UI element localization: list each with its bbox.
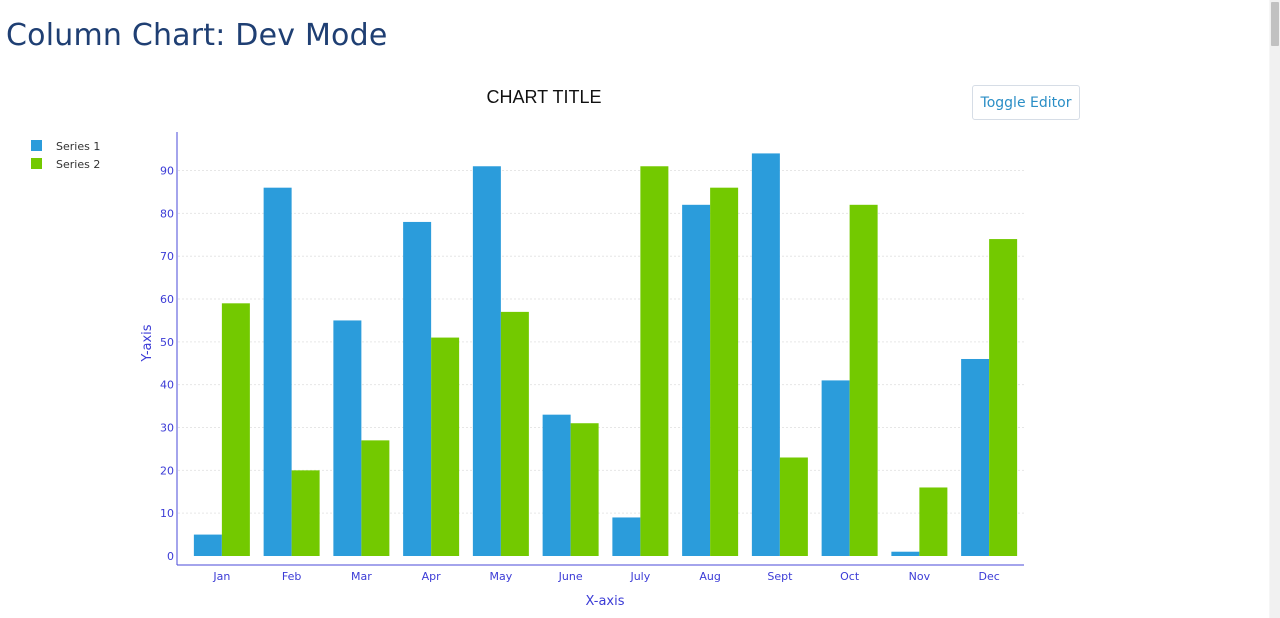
x-tick-label: July xyxy=(629,570,650,583)
y-tick-label: 90 xyxy=(160,165,174,178)
y-tick-label: 80 xyxy=(160,207,174,220)
x-tick-label: Aug xyxy=(699,570,720,583)
legend-label-series-1: Series 1 xyxy=(56,140,100,153)
bar-series-2-june[interactable] xyxy=(570,423,599,556)
bar-series-1-oct[interactable] xyxy=(821,380,850,556)
bar-series-1-aug[interactable] xyxy=(682,204,711,556)
grid-lines xyxy=(178,170,1024,514)
bar-series-2-aug[interactable] xyxy=(710,187,739,557)
x-tick-label: June xyxy=(558,570,583,583)
bar-series-1-feb[interactable] xyxy=(263,187,292,557)
legend-label-series-2: Series 2 xyxy=(56,158,100,171)
legend-item-series-1[interactable]: Series 1 xyxy=(31,140,100,153)
bar-series-2-apr[interactable] xyxy=(431,337,460,556)
x-tick-label: Dec xyxy=(978,570,999,583)
y-tick-label: 60 xyxy=(160,293,174,306)
legend-item-series-2[interactable]: Series 2 xyxy=(31,158,100,171)
toggle-editor-button[interactable]: Toggle Editor xyxy=(972,85,1080,120)
bar-series-1-jan[interactable] xyxy=(193,534,222,556)
x-tick-label: Mar xyxy=(351,570,372,583)
x-tick-label: May xyxy=(490,570,513,583)
bar-series-2-jan[interactable] xyxy=(221,303,250,556)
legend[interactable]: Series 1 Series 2 xyxy=(31,140,100,171)
bar-series-1-sept[interactable] xyxy=(751,153,780,557)
y-axis-ticks: 0 10 20 30 40 50 60 70 80 90 xyxy=(160,165,174,563)
page-title: Column Chart: Dev Mode xyxy=(6,18,388,53)
x-tick-label: Sept xyxy=(767,570,793,583)
scrollbar-thumb[interactable] xyxy=(1271,2,1279,46)
bar-series-2-feb[interactable] xyxy=(291,470,320,556)
bar-series-2-july[interactable] xyxy=(640,166,669,556)
scrollbar-divider xyxy=(1269,0,1270,618)
bar-series-1-june[interactable] xyxy=(542,414,571,556)
vertical-scrollbar[interactable] xyxy=(1270,0,1280,618)
x-tick-label: Feb xyxy=(282,570,301,583)
bar-series-1-apr[interactable] xyxy=(403,221,432,556)
bar-series-2-mar[interactable] xyxy=(361,440,390,556)
legend-swatch-series-2 xyxy=(31,158,42,169)
chart-title: CHART TITLE xyxy=(486,87,601,107)
bar-series-1-july[interactable] xyxy=(612,517,641,556)
y-tick-label: 70 xyxy=(160,250,174,263)
y-tick-label: 10 xyxy=(160,507,174,520)
bar-series-1-nov[interactable] xyxy=(891,551,920,556)
bar-series-1-may[interactable] xyxy=(472,166,501,556)
x-tick-label: Jan xyxy=(212,570,230,583)
bar-series-1-dec[interactable] xyxy=(961,358,990,556)
bars xyxy=(193,153,1018,557)
bar-series-2-oct[interactable] xyxy=(849,204,878,556)
x-tick-label: Oct xyxy=(840,570,860,583)
y-tick-label: 50 xyxy=(160,336,174,349)
x-tick-label: Apr xyxy=(422,570,442,583)
y-tick-label: 30 xyxy=(160,422,174,435)
y-axis-title: Y-axis xyxy=(140,324,155,362)
x-tick-label: Nov xyxy=(909,570,931,583)
legend-swatch-series-1 xyxy=(31,140,42,151)
bar-series-1-mar[interactable] xyxy=(333,320,362,556)
x-axis-title: X-axis xyxy=(586,594,625,609)
x-axis-ticks: Jan Feb Mar Apr May June July Aug Sept Oct Nov Dec xyxy=(212,570,999,583)
bar-series-2-may[interactable] xyxy=(500,311,529,556)
y-tick-label: 40 xyxy=(160,379,174,392)
y-tick-label: 0 xyxy=(167,550,174,563)
y-tick-label: 20 xyxy=(160,464,174,477)
bar-series-2-nov[interactable] xyxy=(919,487,948,556)
bar-series-2-dec[interactable] xyxy=(989,239,1018,556)
bar-series-2-sept[interactable] xyxy=(779,457,808,556)
